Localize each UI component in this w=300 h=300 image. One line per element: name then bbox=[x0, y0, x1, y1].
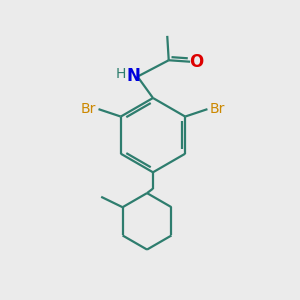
Text: O: O bbox=[190, 53, 204, 71]
Text: H: H bbox=[116, 67, 126, 81]
Text: N: N bbox=[126, 67, 140, 85]
Text: Br: Br bbox=[210, 101, 225, 116]
Text: Br: Br bbox=[81, 101, 96, 116]
